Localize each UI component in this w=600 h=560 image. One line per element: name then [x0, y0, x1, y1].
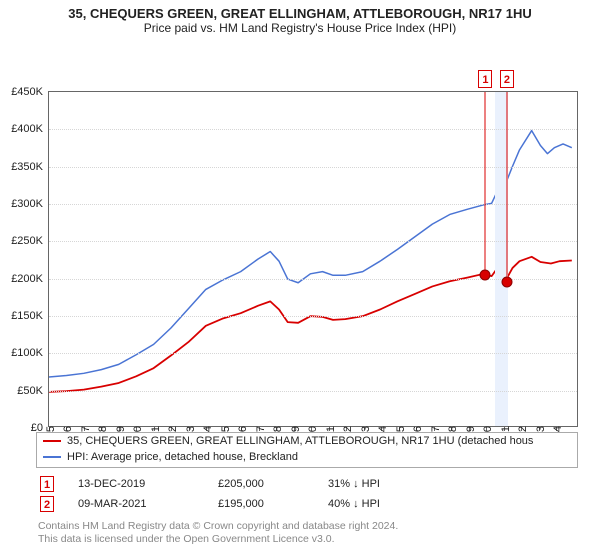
- ytick-label: £400K: [11, 123, 49, 135]
- row-badge: 2: [40, 496, 54, 512]
- legend-swatch: [43, 440, 61, 442]
- ytick-label: £200K: [11, 273, 49, 285]
- marker-dot: [480, 269, 491, 280]
- plot-frame: £0£50K£100K£150K£200K£250K£300K£350K£400…: [48, 91, 578, 427]
- marker-flag: 1: [478, 70, 492, 88]
- marker-dot: [501, 277, 512, 288]
- gridline-h: [49, 204, 577, 205]
- marker-stem: [506, 92, 507, 277]
- legend: 35, CHEQUERS GREEN, GREAT ELLINGHAM, ATT…: [36, 432, 578, 468]
- gridline-h: [49, 279, 577, 280]
- gridline-h: [49, 129, 577, 130]
- marker-stem: [485, 92, 486, 270]
- footer-line2: This data is licensed under the Open Gov…: [38, 533, 398, 546]
- gridline-h: [49, 167, 577, 168]
- series-property_price: [49, 257, 572, 392]
- legend-swatch: [43, 456, 61, 458]
- footer-attribution: Contains HM Land Registry data © Crown c…: [38, 520, 398, 546]
- gridline-h: [49, 241, 577, 242]
- footer-line1: Contains HM Land Registry data © Crown c…: [38, 520, 398, 533]
- ytick-label: £50K: [17, 385, 49, 397]
- row-date: 09-MAR-2021: [78, 498, 218, 510]
- gridline-h: [49, 316, 577, 317]
- row-change: 31% ↓ HPI: [328, 478, 458, 490]
- chart-area: £0£50K£100K£150K£200K£250K£300K£350K£400…: [0, 39, 600, 467]
- ytick-label: £150K: [11, 310, 49, 322]
- marker-flag: 2: [500, 70, 514, 88]
- ytick-label: £300K: [11, 198, 49, 210]
- sale-table: 1 13-DEC-2019£205,00031% ↓ HPI 2 09-MAR-202…: [0, 474, 600, 514]
- gridline-h: [49, 391, 577, 392]
- chart-title: 35, CHEQUERS GREEN, GREAT ELLINGHAM, ATT…: [0, 0, 600, 21]
- ytick-label: £350K: [11, 161, 49, 173]
- legend-item: 35, CHEQUERS GREEN, GREAT ELLINGHAM, ATT…: [37, 433, 577, 449]
- row-price: £195,000: [218, 498, 328, 510]
- ytick-label: £100K: [11, 347, 49, 359]
- ytick-label: £250K: [11, 235, 49, 247]
- legend-item: HPI: Average price, detached house, Brec…: [37, 449, 577, 465]
- ytick-label: £450K: [11, 86, 49, 98]
- table-row: 1 13-DEC-2019£205,00031% ↓ HPI: [0, 474, 600, 494]
- chart-subtitle: Price paid vs. HM Land Registry's House …: [0, 21, 600, 39]
- gridline-h: [49, 353, 577, 354]
- row-change: 40% ↓ HPI: [328, 498, 458, 510]
- legend-label: HPI: Average price, detached house, Brec…: [67, 451, 298, 463]
- legend-label: 35, CHEQUERS GREEN, GREAT ELLINGHAM, ATT…: [67, 435, 533, 447]
- row-date: 13-DEC-2019: [78, 478, 218, 490]
- table-row: 2 09-MAR-2021£195,00040% ↓ HPI: [0, 494, 600, 514]
- row-badge: 1: [40, 476, 54, 492]
- row-price: £205,000: [218, 478, 328, 490]
